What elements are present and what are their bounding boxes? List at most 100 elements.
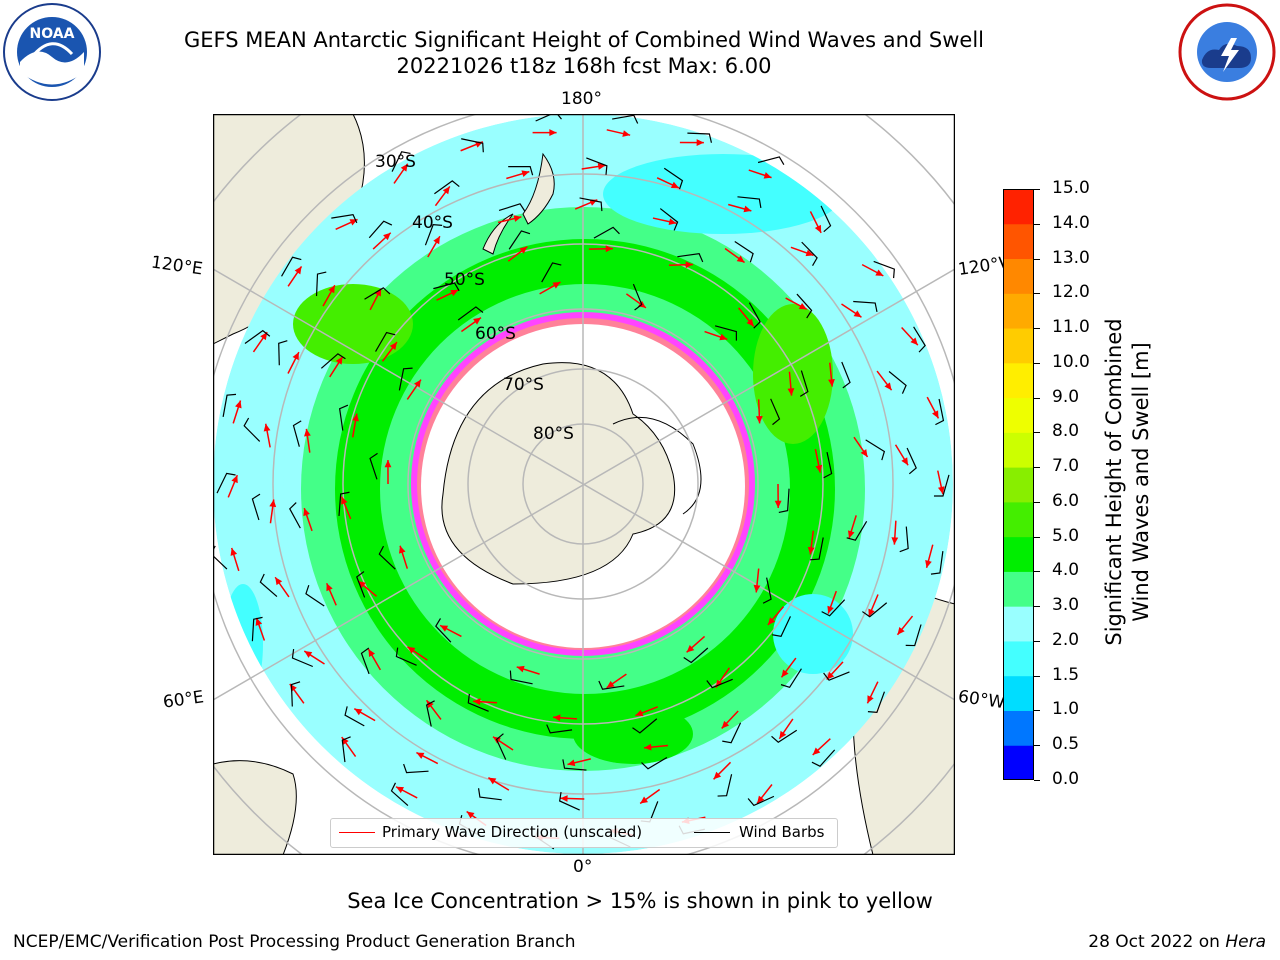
colorbar-tick-mark <box>1034 223 1040 225</box>
colorbar-swatch <box>1003 362 1034 399</box>
wave-arrow-head <box>341 496 348 505</box>
wind-barb <box>259 573 278 597</box>
wind-barb <box>778 488 790 514</box>
wind-barb <box>770 398 781 426</box>
wave-arrow-head <box>553 714 561 722</box>
colorbar-swatch <box>1003 745 1034 781</box>
wind-barb <box>305 584 325 607</box>
wave-arrow-head <box>235 400 242 409</box>
wind-barb <box>796 293 813 319</box>
wind-barb <box>706 678 733 689</box>
wind-barb <box>659 208 679 231</box>
wave-arrow-head <box>826 671 835 680</box>
wind-barb <box>395 647 417 666</box>
colorbar-tick-mark <box>1034 571 1040 573</box>
wind-barb <box>508 230 531 250</box>
wave-arrow-head <box>395 786 404 794</box>
wind-barb <box>714 325 738 341</box>
wind-barb <box>865 439 886 461</box>
wave-max-south <box>573 704 693 764</box>
colorbar-swatch <box>1003 606 1034 642</box>
colorbar-swatch <box>1003 223 1034 260</box>
wave-arrow-head <box>294 266 302 275</box>
wind-barb <box>292 420 302 447</box>
wind-barb <box>375 331 396 352</box>
wave-arrow-head <box>719 333 728 341</box>
wind-barb <box>811 749 836 767</box>
wave-arrow-head <box>779 730 787 739</box>
wind-barb <box>433 282 460 292</box>
wave-arrow-head <box>384 460 392 468</box>
wave-arrow-head <box>552 282 561 289</box>
wave-arrow-head <box>781 669 789 678</box>
polar-map: 30°S 40°S 50°S 60°S 70°S 80°S Primary Wa… <box>212 113 956 856</box>
colorbar-tick-label: 6.0 <box>1052 490 1080 511</box>
colorbar-tick-label: 7.0 <box>1052 456 1080 477</box>
wave-arrow-head <box>686 645 695 653</box>
wind-barb <box>722 722 742 744</box>
wind-legend-swatch <box>694 832 730 833</box>
wind-barb <box>772 616 791 637</box>
wave-arrow-head <box>891 537 899 545</box>
colorbar-tick-label: 0.0 <box>1052 769 1080 789</box>
wave-arrow-head <box>292 352 299 361</box>
colorbar-swatches <box>1003 189 1034 781</box>
wind-barb <box>320 353 346 369</box>
wave-arrow-head <box>358 580 366 589</box>
wind-barb <box>593 226 620 239</box>
wave-arrow-head <box>488 777 497 785</box>
date-stamp-machine: Hera <box>1225 932 1266 952</box>
wave-arrow-head <box>368 649 376 658</box>
lat-label-70s: 70°S <box>503 375 544 395</box>
wind-barb <box>278 340 288 366</box>
wind-barb <box>434 180 460 195</box>
wind-barb <box>873 260 895 279</box>
wave-arrow-head <box>774 500 782 508</box>
wind-barb <box>289 502 301 529</box>
wind-barb <box>461 138 484 153</box>
wave-arrow-head <box>605 245 613 253</box>
wave-max-east <box>753 304 833 444</box>
colorbar-tick-label: 8.0 <box>1052 421 1080 442</box>
wave-arrow-head <box>736 255 745 263</box>
wave-arrow-head <box>867 695 874 704</box>
wave-arrow-head <box>326 583 333 592</box>
wind-barb <box>341 736 351 763</box>
wave-arrow-head <box>635 709 644 717</box>
colorbar-tick-mark <box>1034 293 1040 295</box>
wave-arrow-head <box>875 269 884 276</box>
colorbar-swatch <box>1003 467 1034 503</box>
colorbar-tick-label: 4.0 <box>1052 560 1080 581</box>
wind-barb <box>823 671 850 681</box>
map-canvas <box>212 113 956 856</box>
wave-arrow-head <box>275 577 283 586</box>
wind-barb <box>390 782 409 806</box>
wind-barb <box>338 404 349 431</box>
wave-arrow-head <box>597 163 606 170</box>
wind-barb <box>369 452 378 480</box>
wave-arrow-head <box>815 464 823 473</box>
date-stamp: 28 Oct 2022 on Hera <box>1088 932 1266 952</box>
wind-barb <box>457 306 484 321</box>
colorbar <box>1003 189 1034 781</box>
wave-arrow-head <box>853 310 862 318</box>
wave-arrow-head <box>897 626 905 635</box>
lon-label-60e: 60°E <box>161 687 206 713</box>
wind-barb <box>820 205 832 233</box>
wind-barb <box>498 203 526 212</box>
wave-arrow-head <box>433 236 440 245</box>
wind-barb <box>391 151 411 172</box>
wind-barb <box>477 788 502 801</box>
lon-label-180: 180° <box>561 89 602 109</box>
wave-arrow-head <box>685 261 693 269</box>
wave-arrow-head <box>847 530 855 539</box>
wave-legend-label: Primary Wave Direction (unscaled) <box>382 823 643 841</box>
wind-barb <box>244 329 271 344</box>
wind-barb <box>368 220 393 239</box>
wind-barb <box>251 493 261 521</box>
wind-barb <box>612 114 639 124</box>
wave-arrow-head <box>269 499 277 508</box>
wind-barb <box>913 326 926 353</box>
lat-label-60s: 60°S <box>475 324 516 344</box>
wave-arrow-head <box>910 337 918 346</box>
